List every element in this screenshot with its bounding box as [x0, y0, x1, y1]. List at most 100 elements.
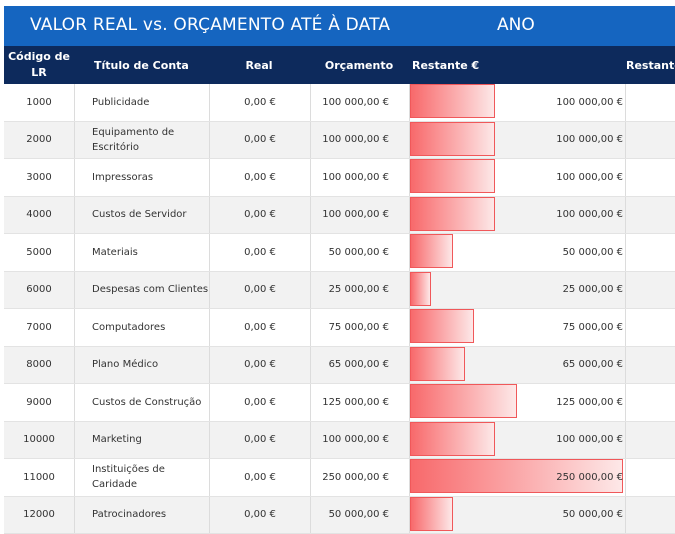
remaining-value: 250 000,00 €	[556, 459, 623, 496]
cell-title[interactable]: Despesas com Clientes	[74, 272, 210, 309]
header-code[interactable]: Código de LR	[4, 46, 74, 84]
cell-title[interactable]: Patrocinadores	[74, 497, 210, 534]
cell-code[interactable]: 7000	[4, 309, 75, 346]
cell-remaining[interactable]: 125 000,00 €	[410, 384, 626, 421]
cell-budget[interactable]: 65 000,00 €	[310, 347, 410, 384]
page-title: VALOR REAL vs. ORÇAMENTO ATÉ À DATA	[30, 15, 390, 35]
cell-remaining[interactable]: 250 000,00 €	[410, 459, 626, 496]
remaining-value: 100 000,00 €	[556, 422, 623, 459]
cell-budget[interactable]: 100 000,00 €	[310, 122, 410, 159]
cell-remaining[interactable]: 100 000,00 €	[410, 122, 626, 159]
cell-remaining[interactable]: 65 000,00 €	[410, 347, 626, 384]
cell-real[interactable]: 0,00 €	[210, 197, 311, 234]
cell-title[interactable]: Instituições de Caridade	[74, 459, 210, 496]
cell-title[interactable]: Impressoras	[74, 159, 210, 196]
cell-code[interactable]: 10000	[4, 422, 75, 459]
cell-real[interactable]: 0,00 €	[210, 272, 311, 309]
remaining-bar	[410, 384, 517, 418]
cell-title[interactable]: Publicidade	[74, 84, 210, 121]
remaining-value: 100 000,00 €	[556, 84, 623, 121]
remaining-value: 65 000,00 €	[563, 347, 623, 384]
remaining-value: 50 000,00 €	[563, 234, 623, 271]
cell-title[interactable]: Custos de Construção	[74, 384, 210, 421]
cell-real[interactable]: 0,00 €	[210, 347, 311, 384]
cell-code[interactable]: 8000	[4, 347, 75, 384]
cell-remaining[interactable]: 100 000,00 €	[410, 159, 626, 196]
cell-code[interactable]: 4000	[4, 197, 75, 234]
cell-budget[interactable]: 100 000,00 €	[310, 422, 410, 459]
header-budget[interactable]: Orçamento	[309, 46, 409, 84]
period-label[interactable]: ANO	[497, 15, 535, 35]
cell-budget[interactable]: 100 000,00 €	[310, 84, 410, 121]
cell-title[interactable]: Plano Médico	[74, 347, 210, 384]
cell-real[interactable]: 0,00 €	[210, 497, 311, 534]
remaining-value: 125 000,00 €	[556, 384, 623, 421]
remaining-bar	[410, 122, 495, 156]
cell-title[interactable]: Marketing	[74, 422, 210, 459]
cell-budget[interactable]: 125 000,00 €	[310, 384, 410, 421]
remaining-value: 75 000,00 €	[563, 309, 623, 346]
cell-code[interactable]: 1000	[4, 84, 75, 121]
cell-remaining[interactable]: 100 000,00 €	[410, 197, 626, 234]
cell-title[interactable]: Computadores	[74, 309, 210, 346]
cell-real[interactable]: 0,00 €	[210, 122, 311, 159]
cell-remaining[interactable]: 100 000,00 €	[410, 84, 626, 121]
cell-code[interactable]: 2000	[4, 122, 75, 159]
cell-real[interactable]: 0,00 €	[210, 384, 311, 421]
header-title[interactable]: Título de Conta	[94, 46, 224, 84]
remaining-bar	[410, 197, 495, 231]
cell-budget[interactable]: 250 000,00 €	[310, 459, 410, 496]
cell-real[interactable]: 0,00 €	[210, 459, 311, 496]
cell-code[interactable]: 3000	[4, 159, 75, 196]
cell-real[interactable]: 0,00 €	[210, 159, 311, 196]
header-real[interactable]: Real	[209, 46, 309, 84]
cell-code[interactable]: 11000	[4, 459, 75, 496]
remaining-bar	[410, 497, 453, 531]
remaining-bar	[410, 84, 495, 118]
cell-title[interactable]: Materiais	[74, 234, 210, 271]
cell-budget[interactable]: 75 000,00 €	[310, 309, 410, 346]
cell-real[interactable]: 0,00 €	[210, 422, 311, 459]
remaining-bar	[410, 422, 495, 456]
cell-remaining[interactable]: 75 000,00 €	[410, 309, 626, 346]
cell-real[interactable]: 0,00 €	[210, 84, 311, 121]
cell-remaining[interactable]: 50 000,00 €	[410, 234, 626, 271]
remaining-value: 50 000,00 €	[563, 497, 623, 534]
cell-budget[interactable]: 50 000,00 €	[310, 234, 410, 271]
cell-budget[interactable]: 100 000,00 €	[310, 159, 410, 196]
remaining-bar	[410, 272, 431, 306]
header-remaining-cut[interactable]: Restante	[626, 46, 675, 84]
cell-budget[interactable]: 25 000,00 €	[310, 272, 410, 309]
cell-title[interactable]: Equipamento de Escritório	[74, 122, 210, 159]
cell-real[interactable]: 0,00 €	[210, 309, 311, 346]
cell-budget[interactable]: 100 000,00 €	[310, 197, 410, 234]
cell-code[interactable]: 5000	[4, 234, 75, 271]
header-remaining[interactable]: Restante €	[412, 46, 532, 84]
cell-remaining[interactable]: 25 000,00 €	[410, 272, 626, 309]
table-header: Código de LR Título de Conta Real Orçame…	[4, 46, 675, 84]
cell-real[interactable]: 0,00 €	[210, 234, 311, 271]
cell-title[interactable]: Custos de Servidor	[74, 197, 210, 234]
cell-remaining[interactable]: 100 000,00 €	[410, 422, 626, 459]
remaining-bar	[410, 347, 465, 381]
remaining-bar	[410, 159, 495, 193]
cell-code[interactable]: 12000	[4, 497, 75, 534]
cell-remaining[interactable]: 50 000,00 €	[410, 497, 626, 534]
title-bar: VALOR REAL vs. ORÇAMENTO ATÉ À DATA ANO	[4, 6, 675, 46]
cell-budget[interactable]: 50 000,00 €	[310, 497, 410, 534]
cell-code[interactable]: 6000	[4, 272, 75, 309]
cell-code[interactable]: 9000	[4, 384, 75, 421]
